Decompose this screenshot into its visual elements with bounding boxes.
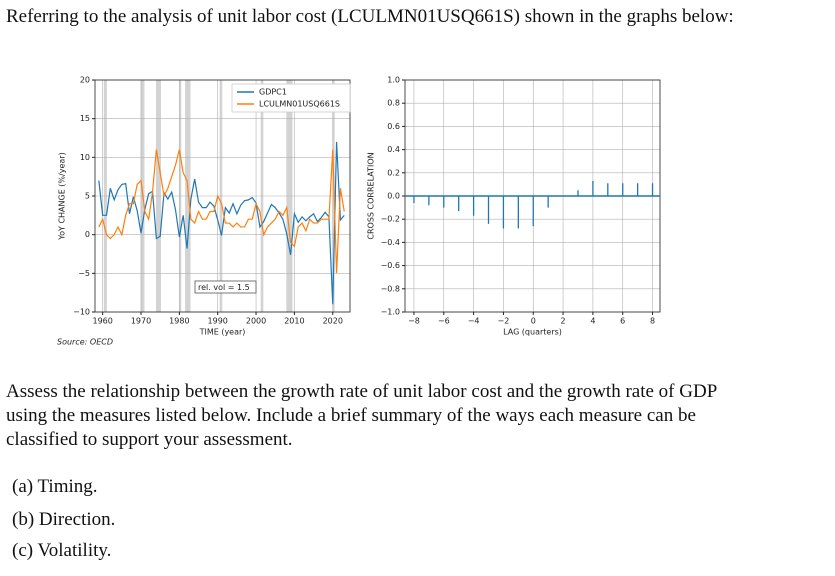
x-tick-label: 8 xyxy=(650,317,655,326)
y-tick-label: 10 xyxy=(80,153,90,162)
y-tick-label: 20 xyxy=(80,76,90,85)
y-tick-label: 0.4 xyxy=(387,145,400,154)
y-tick-label: 5 xyxy=(85,192,90,201)
x-tick-label: −2 xyxy=(498,317,510,326)
item: (c) Volatility. xyxy=(12,540,112,561)
x-tick-label: 2010 xyxy=(284,317,304,326)
y-tick-label: 0.0 xyxy=(387,192,400,201)
y-tick-label: −0.2 xyxy=(381,215,400,224)
x-tick-label: 0 xyxy=(531,317,536,326)
intro-text: Referring to the analysis of unit labor … xyxy=(6,6,734,27)
annotation: rel. vol = 1.5 xyxy=(198,283,250,292)
x-tick-label: 2000 xyxy=(246,317,266,326)
x-axis-label: TIME (year) xyxy=(199,328,246,337)
y-tick-label: 0.2 xyxy=(387,168,400,177)
y-tick-label: 0 xyxy=(85,230,90,239)
series-line xyxy=(98,149,345,274)
y-axis-label: YoY CHANGE (%/year) xyxy=(58,152,67,240)
legend-label: GDPC1 xyxy=(259,88,287,97)
x-tick-label: 2 xyxy=(561,317,566,326)
y-tick-label: −10 xyxy=(73,308,90,317)
y-tick-label: 0.6 xyxy=(387,122,400,131)
y-tick-label: −5 xyxy=(78,269,90,278)
y-tick-label: 15 xyxy=(80,114,90,123)
x-tick-label: 4 xyxy=(590,317,595,326)
annotation-box xyxy=(194,280,257,294)
x-tick-label: 1990 xyxy=(208,317,228,326)
series-line xyxy=(98,141,345,305)
y-tick-label: −1.0 xyxy=(381,308,400,317)
x-tick-label: −8 xyxy=(408,317,420,326)
legend-label: LCULMN01USQ661S xyxy=(259,100,340,109)
y-tick-label: −0.6 xyxy=(381,261,400,270)
y-tick-label: 1.0 xyxy=(387,76,400,85)
body-text: Assess the relationship between the grow… xyxy=(6,381,717,450)
y-tick-label: 0.8 xyxy=(387,99,400,108)
y-tick-label: −0.8 xyxy=(381,284,400,293)
legend-box xyxy=(231,83,351,113)
x-tick-label: 1970 xyxy=(131,317,151,326)
x-axis-label: LAG (quarters) xyxy=(503,328,562,337)
x-tick-label: 1980 xyxy=(169,317,189,326)
x-tick-label: −6 xyxy=(438,317,450,326)
y-axis-label: CROSS CORRELATION xyxy=(367,152,376,239)
plot-frame xyxy=(94,79,351,313)
x-tick-label: 1960 xyxy=(92,317,112,326)
y-tick-label: −0.4 xyxy=(381,238,400,247)
x-tick-label: 2020 xyxy=(323,317,343,326)
x-tick-label: −4 xyxy=(468,317,480,326)
item: (a) Timing. xyxy=(12,476,98,497)
x-tick-label: 6 xyxy=(620,317,625,326)
item: (b) Direction. xyxy=(12,509,116,530)
source: Source: OECD xyxy=(57,338,113,347)
